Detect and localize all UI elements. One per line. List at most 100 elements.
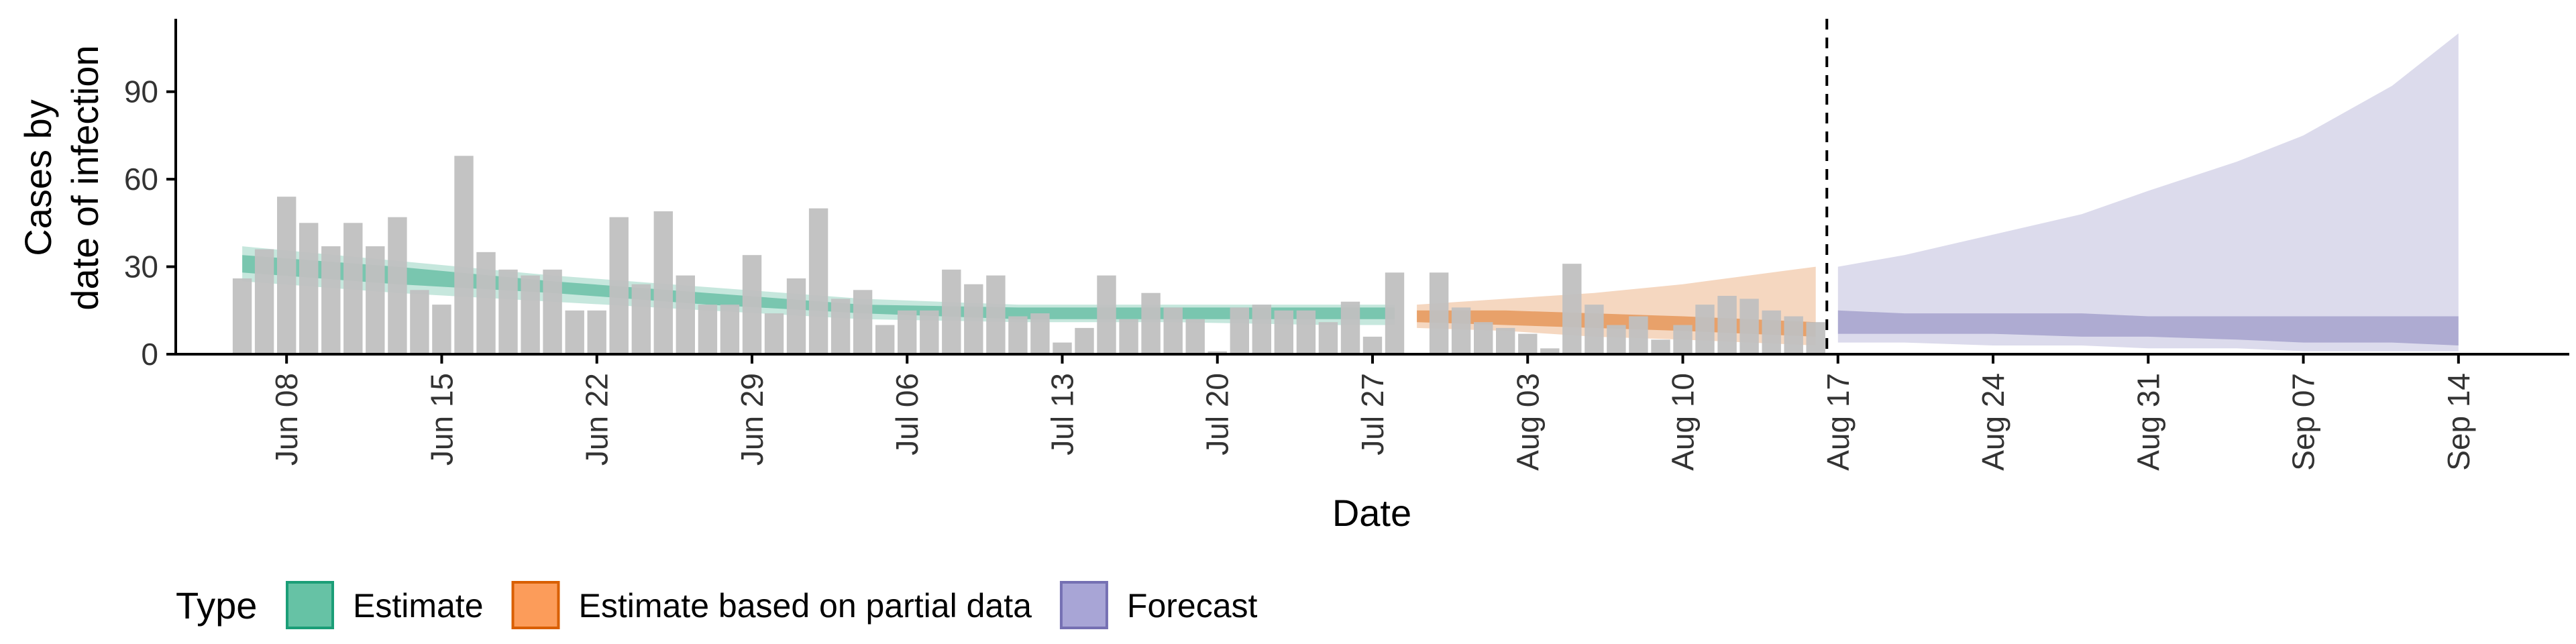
legend-label-estimate: Estimate bbox=[353, 587, 484, 625]
case-bar bbox=[1695, 305, 1715, 354]
case-bar bbox=[875, 325, 895, 354]
case-bar bbox=[277, 197, 297, 354]
case-bar bbox=[1362, 336, 1383, 354]
case-bar bbox=[1540, 348, 1560, 354]
case-bar bbox=[830, 299, 851, 354]
case-bar bbox=[1163, 307, 1183, 354]
case-bar bbox=[1585, 305, 1604, 354]
case-bar bbox=[1008, 316, 1028, 354]
case-bar bbox=[1318, 322, 1338, 354]
y-tick-label: 0 bbox=[141, 337, 158, 372]
case-bar bbox=[1717, 296, 1737, 354]
case-bar bbox=[1562, 264, 1582, 354]
y-tick-label: 90 bbox=[124, 74, 158, 109]
case-bar bbox=[1340, 301, 1360, 354]
case-bar bbox=[498, 269, 518, 354]
legend-key-forecast bbox=[1059, 581, 1108, 629]
legend-key-estimate bbox=[286, 581, 334, 629]
x-tick-label: Jul 13 bbox=[1045, 373, 1080, 455]
y-axis-ticks: 0 30 60 90 bbox=[124, 74, 176, 372]
case-bar bbox=[1673, 325, 1693, 354]
x-tick-label: Aug 24 bbox=[1976, 373, 2010, 471]
x-tick-label: Jul 20 bbox=[1200, 373, 1235, 455]
legend-key-estimate-based-on-partial-data bbox=[511, 581, 560, 629]
case-bar bbox=[942, 269, 961, 354]
case-bars bbox=[232, 156, 1825, 355]
case-bar bbox=[1185, 319, 1205, 354]
x-tick-label: Sep 14 bbox=[2441, 373, 2476, 471]
x-tick-label: Jun 22 bbox=[580, 373, 614, 466]
case-bar bbox=[1385, 272, 1405, 354]
case-bar bbox=[1496, 327, 1515, 354]
case-bar bbox=[521, 275, 540, 354]
case-bar bbox=[587, 310, 606, 354]
x-tick-label: Jun 29 bbox=[735, 373, 769, 466]
case-bar bbox=[1429, 272, 1449, 354]
case-bar bbox=[1762, 310, 1781, 354]
case-bar bbox=[454, 156, 474, 355]
case-bar bbox=[1474, 322, 1493, 354]
x-tick-label: Aug 03 bbox=[1510, 373, 1545, 471]
legend-title: Type bbox=[176, 584, 257, 627]
case-bar bbox=[676, 275, 695, 354]
x-tick-label: Jul 06 bbox=[890, 373, 924, 455]
case-bar bbox=[698, 305, 718, 354]
x-tick-label: Jun 15 bbox=[424, 373, 459, 466]
case-bar bbox=[1806, 322, 1825, 354]
case-bar bbox=[1119, 319, 1138, 354]
case-bar bbox=[232, 278, 252, 354]
case-bar bbox=[1141, 292, 1161, 354]
y-tick-label: 30 bbox=[124, 250, 158, 284]
x-tick-label: Sep 07 bbox=[2286, 373, 2321, 471]
case-bar bbox=[321, 246, 341, 354]
case-bar bbox=[742, 255, 762, 354]
case-bar bbox=[565, 310, 584, 354]
case-bar bbox=[432, 305, 451, 354]
case-bar bbox=[410, 290, 429, 354]
case-bar bbox=[388, 217, 407, 354]
case-bar bbox=[1651, 339, 1670, 354]
y-axis-title-line2: date of infection bbox=[64, 45, 106, 310]
x-tick-label: Jun 08 bbox=[269, 373, 304, 466]
case-bar bbox=[1607, 325, 1626, 354]
x-tick-label: Aug 17 bbox=[1821, 373, 1856, 471]
case-bar bbox=[609, 217, 629, 354]
case-bar bbox=[1208, 351, 1227, 354]
legend: Type Estimate Estimate based on partial d… bbox=[176, 581, 1258, 629]
case-bar bbox=[1784, 316, 1803, 354]
x-tick-label: Jul 27 bbox=[1355, 373, 1390, 455]
case-bar bbox=[1053, 342, 1072, 354]
estimate-based-on-partial-data-50-band bbox=[1417, 310, 1816, 337]
case-bar bbox=[299, 223, 319, 354]
case-bar bbox=[366, 246, 385, 354]
y-tick-label: 60 bbox=[124, 162, 158, 197]
x-tick-label: Aug 31 bbox=[2131, 373, 2165, 471]
case-bar bbox=[1451, 307, 1471, 354]
case-bar bbox=[1030, 313, 1050, 354]
case-bar bbox=[1274, 310, 1293, 354]
case-bar bbox=[764, 313, 784, 354]
case-bar bbox=[720, 305, 740, 354]
case-bar bbox=[1230, 307, 1249, 354]
x-axis-title: Date bbox=[1332, 492, 1411, 534]
y-axis-title-line1: Cases by bbox=[17, 99, 59, 256]
case-bar bbox=[543, 269, 562, 354]
case-bar bbox=[786, 278, 806, 354]
legend-label-estimate-based-on-partial-data: Estimate based on partial data bbox=[579, 587, 1032, 625]
case-bar bbox=[1252, 305, 1271, 354]
case-bar bbox=[1296, 310, 1316, 354]
case-bar bbox=[853, 290, 873, 354]
case-bar bbox=[1518, 333, 1538, 354]
case-bar bbox=[1075, 327, 1094, 354]
case-bar bbox=[476, 252, 496, 354]
case-bar bbox=[343, 223, 363, 354]
x-axis-ticks: Jun 08 Jun 15 Jun 22 Jun 29 Jul 06 Jul 13 Jul … bbox=[269, 354, 2476, 471]
case-bar bbox=[1097, 275, 1116, 354]
case-bar bbox=[254, 249, 274, 354]
estimate-based-on-partial-data-90-band bbox=[1417, 266, 1816, 345]
case-bar bbox=[1629, 316, 1648, 354]
case-bar bbox=[898, 310, 917, 354]
case-bar bbox=[920, 310, 939, 354]
case-bar bbox=[986, 275, 1006, 354]
